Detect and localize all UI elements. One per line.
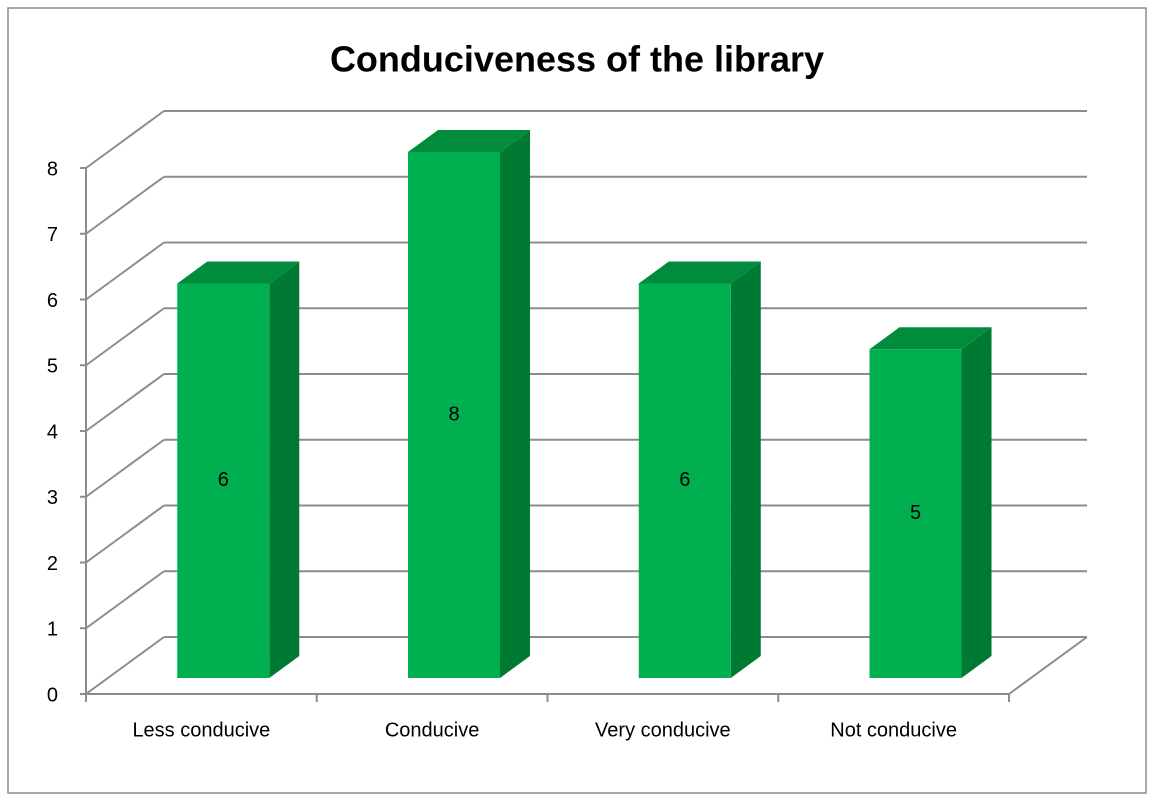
grid-line [85,636,165,695]
value-label: 6 [218,469,229,491]
y-tick-label: 6 [47,290,58,312]
y-tick-label: 8 [47,158,58,180]
grid-line [85,175,165,235]
chart-title: Conduciveness of the library [330,39,824,80]
x-tick-label: Conducive [385,719,480,741]
y-tick-label: 7 [47,224,58,246]
y-tick-label: 0 [47,684,58,706]
grid-line [85,110,165,169]
grid-line [85,241,165,301]
grid-line [85,438,165,498]
bar-top [869,327,992,350]
floor-edge [1008,636,1088,695]
y-tick-label: 3 [47,487,58,509]
bar [177,283,270,678]
bar-side [730,261,761,678]
bar [638,283,731,678]
bar-side [500,130,531,678]
bar [869,349,962,678]
bar [408,152,501,678]
grid-line [85,504,165,564]
bar-top [638,261,761,284]
y-tick-label: 2 [47,553,58,575]
bar-side [269,261,300,678]
y-tick-label: 4 [47,421,58,443]
bar-side [961,327,992,678]
grid-line [85,570,165,630]
bar-top [177,261,300,284]
value-label: 8 [448,403,459,425]
x-tick-label: Less conducive [132,719,270,741]
y-tick-label: 5 [47,356,58,378]
grid-line [85,307,165,367]
x-tick-label: Very conducive [595,719,731,741]
value-label: 5 [910,502,921,524]
y-tick-label: 1 [47,619,58,641]
grid-line [85,373,165,432]
bar-top [408,130,531,152]
x-tick-label: Not conducive [830,719,957,741]
value-label: 6 [679,469,690,491]
